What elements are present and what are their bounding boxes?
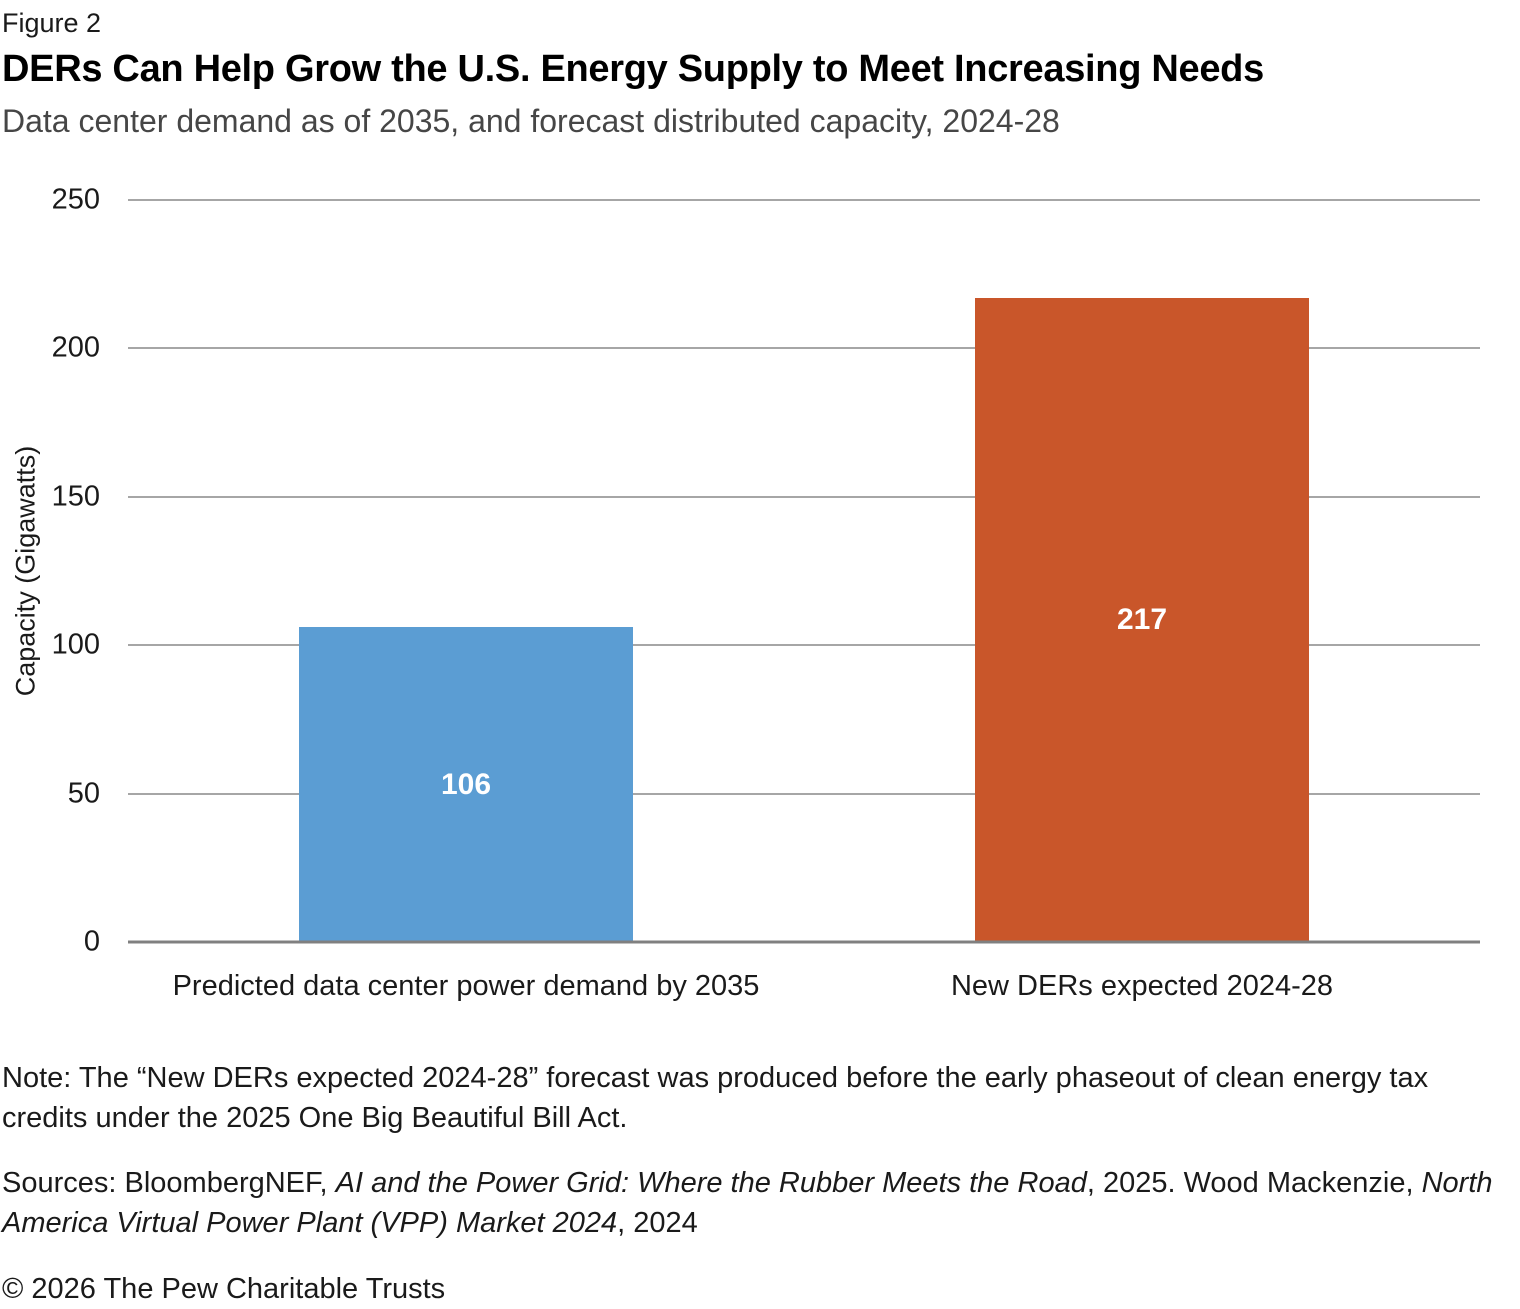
bar-value-label: 217 bbox=[1116, 603, 1168, 637]
y-tick-label: 150 bbox=[51, 480, 100, 513]
x-axis-label: Predicted data center power demand by 20… bbox=[172, 970, 760, 1003]
sources-middle: , 2025. Wood Mackenzie, bbox=[1086, 1167, 1422, 1200]
y-tick-label: 200 bbox=[51, 331, 100, 364]
x-axis-label: New DERs expected 2024-28 bbox=[950, 970, 1334, 1003]
sources-text: Sources: BloombergNEF, AI and the Power … bbox=[2, 1163, 1510, 1243]
gridline bbox=[128, 495, 1480, 498]
sources-prefix: Sources: BloombergNEF, bbox=[2, 1167, 336, 1200]
chart-header: Figure 2 DERs Can Help Grow the U.S. Ene… bbox=[0, 0, 1520, 140]
gridline bbox=[128, 347, 1480, 350]
gridline bbox=[128, 644, 1480, 647]
sources-suffix: , 2024 bbox=[617, 1207, 698, 1240]
gridline bbox=[128, 792, 1480, 795]
y-axis-title: Capacity (Gigawatts) bbox=[10, 445, 41, 697]
bar-value-label: 106 bbox=[440, 767, 492, 801]
y-tick-label: 100 bbox=[51, 628, 100, 661]
y-tick-label: 0 bbox=[83, 925, 100, 958]
copyright-text: © 2026 The Pew Charitable Trusts bbox=[2, 1273, 446, 1306]
chart-subtitle: Data center demand as of 2035, and forec… bbox=[2, 103, 1060, 140]
y-tick-label: 50 bbox=[67, 777, 100, 810]
page-title: DERs Can Help Grow the U.S. Energy Suppl… bbox=[2, 48, 1264, 91]
gridline bbox=[128, 199, 1480, 202]
bar-chart: Capacity (Gigawatts) 250 200 150 100 50 0 106 P… bbox=[0, 140, 1520, 1012]
source-title-1: AI and the Power Grid: Where the Rubber … bbox=[335, 1167, 1087, 1200]
plot-area: 250 200 150 100 50 0 106 Predicted data center … bbox=[52, 184, 1480, 1002]
source-title-2: North America Virtual Power Plant (VPP) … bbox=[2, 1167, 1493, 1240]
chart-footnotes: Note: The “New DERs expected 2024-28” fo… bbox=[2, 1058, 1510, 1309]
y-tick-label: 250 bbox=[51, 183, 100, 216]
bar-1: 106 bbox=[299, 627, 633, 943]
figure-label: Figure 2 bbox=[2, 8, 102, 38]
x-axis-line bbox=[128, 940, 1480, 944]
note-text: Note: The “New DERs expected 2024-28” fo… bbox=[2, 1062, 1429, 1135]
bar-2: 217 bbox=[975, 298, 1309, 943]
